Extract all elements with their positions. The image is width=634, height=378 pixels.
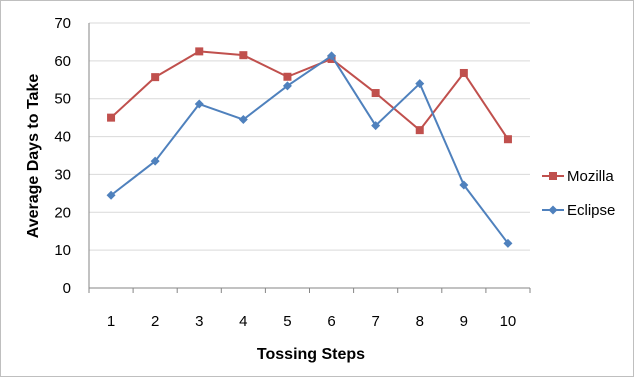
y-axis-title: Average Days to Take — [25, 74, 42, 239]
eclipse-point — [282, 81, 292, 91]
eclipse-point — [194, 99, 204, 109]
eclipse-series — [106, 51, 513, 248]
y-tick-label: 70 — [54, 15, 71, 32]
x-tick-label: 9 — [460, 313, 468, 330]
mozilla-point — [503, 135, 512, 144]
eclipse-point — [415, 79, 425, 89]
legend-marker — [548, 205, 558, 215]
eclipse-point — [327, 51, 337, 61]
x-tick-label: 8 — [416, 313, 424, 330]
legend: Mozilla Eclipse — [542, 168, 615, 219]
y-tick-label: 60 — [54, 53, 71, 70]
x-tick-label: 4 — [239, 313, 247, 330]
mozilla-series — [107, 47, 512, 144]
y-tick-labels: 0 10 20 30 40 50 60 70 — [54, 15, 71, 297]
eclipse-point — [459, 180, 469, 190]
gridlines — [88, 22, 531, 293]
x-tick-label: 2 — [151, 313, 159, 330]
eclipse-point — [106, 190, 116, 200]
x-tick-label: 6 — [327, 313, 335, 330]
x-tick-label: 5 — [283, 313, 291, 330]
mozilla-point — [371, 89, 380, 98]
x-tick-label: 10 — [500, 313, 517, 330]
mozilla-point — [415, 126, 424, 135]
series-layer — [106, 47, 513, 248]
legend-item-eclipse: Eclipse — [542, 202, 615, 219]
legend-label: Mozilla — [567, 168, 614, 185]
y-tick-label: 20 — [54, 204, 71, 221]
y-tick-label: 10 — [54, 242, 71, 259]
mozilla-point — [107, 113, 116, 122]
mozilla-point — [151, 73, 160, 82]
eclipse-line — [110, 54, 509, 244]
eclipse-point — [238, 115, 248, 125]
legend-item-mozilla: Mozilla — [542, 168, 614, 185]
y-tick-label: 50 — [54, 91, 71, 108]
eclipse-point — [150, 156, 160, 166]
legend-marker — [549, 172, 557, 180]
x-tick-label: 7 — [371, 313, 379, 330]
eclipse-point — [371, 121, 381, 131]
x-tick-labels: 1 2 3 4 5 6 7 8 9 10 — [107, 313, 516, 330]
mozilla-line — [110, 50, 509, 140]
eclipse-point — [503, 238, 513, 248]
x-tick-label: 1 — [107, 313, 115, 330]
x-tick-label: 3 — [195, 313, 203, 330]
mozilla-point — [283, 72, 292, 81]
y-tick-label: 0 — [63, 280, 71, 297]
mozilla-point — [459, 68, 468, 77]
legend-label: Eclipse — [567, 202, 615, 219]
x-axis-title: Tossing Steps — [257, 346, 365, 363]
mozilla-point — [195, 47, 204, 56]
mozilla-point — [239, 51, 248, 60]
y-tick-label: 40 — [54, 129, 71, 146]
y-tick-label: 30 — [54, 166, 71, 183]
